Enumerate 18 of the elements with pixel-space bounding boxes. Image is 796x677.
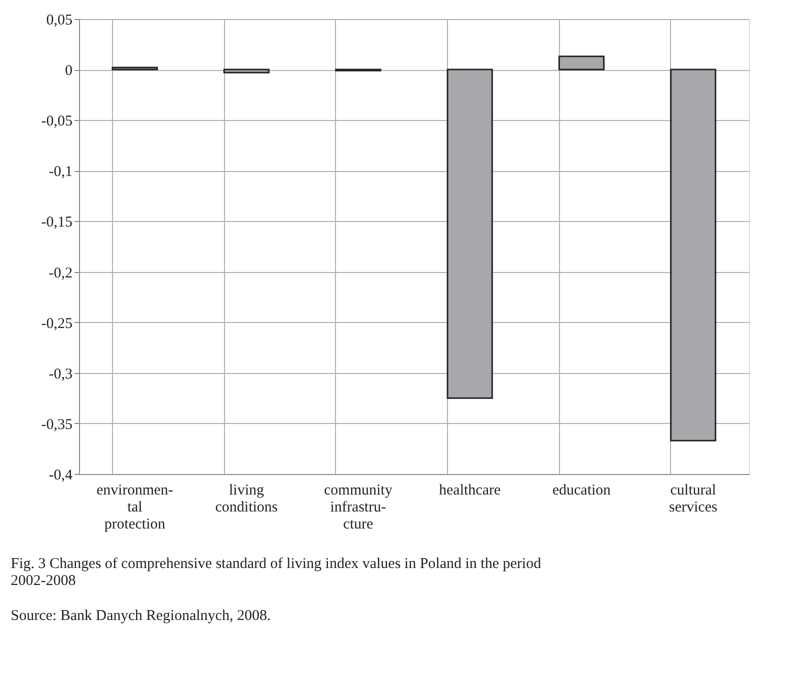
x-tick-label: community infrastru- cture (324, 482, 393, 532)
x-tick-label: living conditions (215, 482, 278, 516)
y-tick-label: -0,25 (41, 316, 72, 332)
y-tick-label: 0,05 (46, 12, 72, 28)
y-tick-label: -0,1 (48, 164, 72, 180)
y-tick-label: -0,05 (41, 114, 72, 130)
x-tick-label: education (552, 482, 612, 498)
x-tick-label: healthcare (439, 482, 501, 498)
y-tick-label: -0,4 (48, 468, 73, 484)
y-tick-label: 0 (65, 63, 72, 80)
y-tick-label: -0,3 (48, 366, 72, 382)
source-note: Source: Bank Danych Regionalnych, 2008. (10, 608, 271, 624)
x-tick-label: environmen- tal protection (96, 482, 174, 532)
y-tick-label: -0,35 (41, 416, 72, 433)
y-tick-label: -0,2 (48, 265, 72, 282)
caption: Fig. 3 Changes of comprehensive standard of living index values in Poland in the period 2002-2008 (10, 556, 542, 589)
x-tick-label: cultural services (669, 482, 718, 516)
y-tick-label: -0,15 (41, 214, 72, 231)
